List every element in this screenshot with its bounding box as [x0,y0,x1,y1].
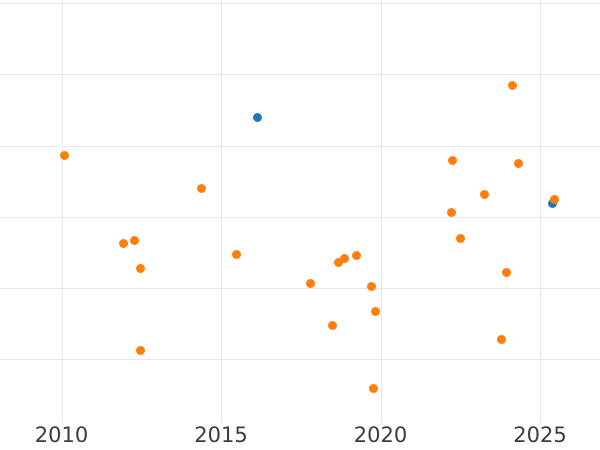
y-gridline [0,74,600,75]
data-point-orange [135,263,145,273]
data-point-orange [479,189,489,199]
data-point-orange [496,334,506,344]
data-point-orange [231,249,241,259]
y-gridline [0,145,600,147]
y-gridline [0,217,600,218]
data-point-orange [446,207,456,217]
data-point-orange [366,281,376,291]
data-point-orange [368,383,378,393]
y-gridline [0,2,600,4]
x-gridline [380,0,382,423]
data-point-orange [455,233,465,243]
data-point-orange [501,267,511,277]
data-point-orange [135,345,145,355]
data-point-orange [196,183,206,193]
y-gridline [0,288,600,289]
x-gridline [61,0,63,423]
data-point-orange [507,80,517,90]
x-tick-label: 2010 [34,423,89,447]
data-point-orange [513,158,523,168]
plot-area [0,0,600,423]
data-point-orange [129,235,139,245]
x-tick-label: 2020 [353,423,408,447]
x-gridline [540,0,541,423]
x-gridline [221,0,222,423]
data-point-orange [305,278,315,288]
data-point-orange [59,150,69,160]
data-point-orange [333,257,343,267]
x-axis: 2010 2015 2020 2025 [0,423,600,450]
data-point-orange [549,194,559,204]
x-tick-label: 2025 [513,423,567,447]
data-point-orange [370,306,380,316]
data-point-orange [447,155,457,165]
data-point-orange [351,250,361,260]
data-point-orange [327,320,337,330]
x-tick-label: 2015 [194,423,248,447]
data-point-blue [252,112,262,122]
data-point-orange [118,238,128,248]
data-point-orange [339,253,349,263]
y-gridline [0,358,600,360]
